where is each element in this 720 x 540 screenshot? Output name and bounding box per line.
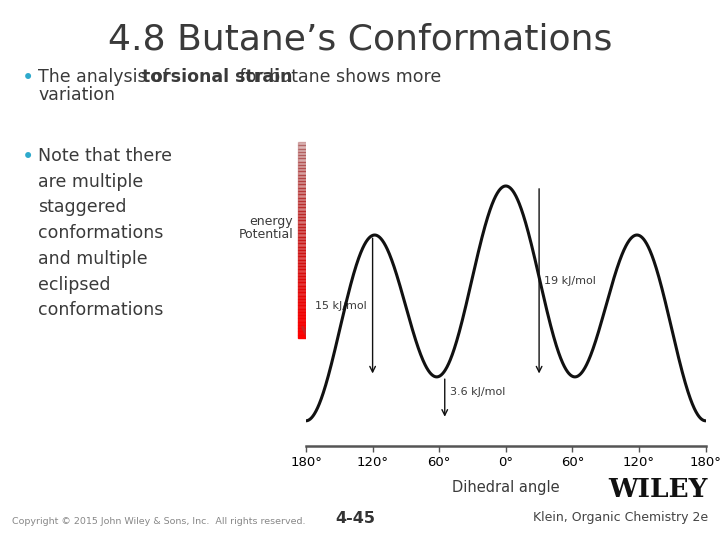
Bar xyxy=(298,253,316,256)
Bar xyxy=(298,247,316,250)
Bar xyxy=(298,142,316,145)
Bar xyxy=(298,319,316,322)
Bar xyxy=(298,217,316,220)
Bar xyxy=(298,204,316,207)
Bar xyxy=(298,211,316,214)
Bar xyxy=(298,292,316,295)
Text: Copyright © 2015 John Wiley & Sons, Inc.  All rights reserved.: Copyright © 2015 John Wiley & Sons, Inc.… xyxy=(12,517,305,526)
Bar xyxy=(298,273,316,276)
Text: 3.6 kJ/mol: 3.6 kJ/mol xyxy=(450,387,505,397)
X-axis label: Dihedral angle: Dihedral angle xyxy=(452,480,559,495)
Text: 4-45: 4-45 xyxy=(335,511,375,526)
Bar xyxy=(298,185,316,188)
Bar xyxy=(298,250,316,253)
Bar xyxy=(298,256,316,260)
Text: •: • xyxy=(22,147,35,167)
Text: Potential: Potential xyxy=(238,228,293,241)
Text: 19 kJ/mol: 19 kJ/mol xyxy=(544,276,595,286)
Bar xyxy=(298,233,316,237)
Bar xyxy=(298,188,316,191)
Bar xyxy=(298,201,316,204)
Bar xyxy=(298,312,316,315)
Text: •: • xyxy=(22,68,35,88)
Text: Klein, Organic Chemistry 2e: Klein, Organic Chemistry 2e xyxy=(533,511,708,524)
Bar xyxy=(298,286,316,289)
Bar xyxy=(298,158,316,161)
Bar xyxy=(298,269,316,273)
Text: WILEY: WILEY xyxy=(608,477,708,502)
Text: 15 kJ/mol: 15 kJ/mol xyxy=(315,301,367,311)
Bar xyxy=(298,266,316,269)
Bar xyxy=(298,207,316,211)
Bar xyxy=(298,289,316,292)
Text: The analysis of: The analysis of xyxy=(38,68,174,86)
Bar xyxy=(298,174,316,178)
Bar xyxy=(298,302,316,305)
Bar xyxy=(298,220,316,224)
Bar xyxy=(298,308,316,312)
Text: energy: energy xyxy=(249,215,293,228)
Text: variation: variation xyxy=(38,86,115,104)
Bar xyxy=(298,260,316,263)
Bar xyxy=(298,191,316,194)
Bar xyxy=(298,332,316,335)
Text: 4.8 Butane’s Conformations: 4.8 Butane’s Conformations xyxy=(108,22,612,56)
Bar xyxy=(298,198,316,201)
Text: for butane shows more: for butane shows more xyxy=(234,68,441,86)
Bar xyxy=(298,152,316,155)
Bar xyxy=(298,305,316,308)
Bar xyxy=(298,165,316,168)
Bar xyxy=(298,335,316,338)
Bar xyxy=(298,224,316,227)
Bar xyxy=(298,328,316,332)
Bar xyxy=(298,214,316,217)
Bar xyxy=(298,194,316,198)
Bar xyxy=(298,295,316,299)
Bar xyxy=(298,230,316,233)
Bar xyxy=(298,178,316,181)
Bar xyxy=(298,315,316,319)
Bar xyxy=(298,227,316,230)
Bar xyxy=(298,237,316,240)
Bar xyxy=(298,263,316,266)
Bar xyxy=(298,299,316,302)
Bar xyxy=(298,325,316,328)
Bar xyxy=(298,171,316,174)
Bar xyxy=(298,181,316,185)
Bar xyxy=(298,240,316,243)
Bar xyxy=(298,145,316,149)
Bar xyxy=(298,155,316,158)
Bar xyxy=(298,161,316,165)
Bar xyxy=(298,282,316,286)
Text: Note that there
are multiple
staggered
conformations
and multiple
eclipsed
confo: Note that there are multiple staggered c… xyxy=(38,147,172,319)
Text: torsional strain: torsional strain xyxy=(142,68,292,86)
Bar xyxy=(298,322,316,325)
Bar xyxy=(298,168,316,171)
Bar xyxy=(298,276,316,279)
Bar xyxy=(298,279,316,282)
Bar xyxy=(298,148,316,152)
Bar xyxy=(298,243,316,247)
